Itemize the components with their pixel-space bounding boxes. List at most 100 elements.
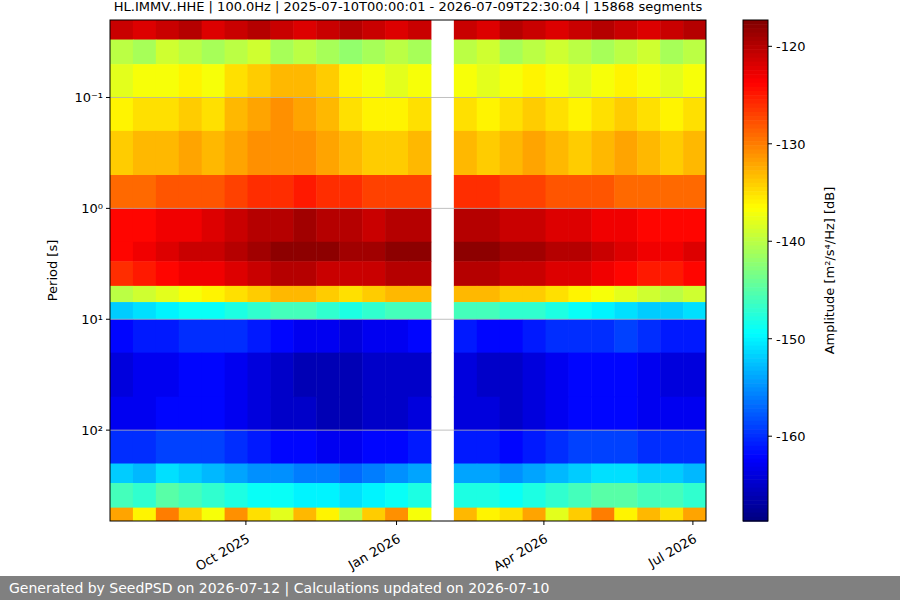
cell <box>270 430 293 464</box>
colorbar-gradient <box>743 187 768 192</box>
cell <box>202 208 225 242</box>
cell <box>156 483 179 508</box>
cell <box>683 464 706 484</box>
cell <box>591 242 614 262</box>
colorbar-gradient <box>743 392 768 397</box>
cell <box>683 508 706 521</box>
colorbar-gradient <box>743 508 768 513</box>
colorbar-gradient <box>743 262 768 267</box>
y-tick <box>106 97 110 98</box>
cell <box>362 353 385 398</box>
cell <box>454 286 477 303</box>
colorbar-gradient <box>743 66 768 71</box>
cell <box>614 208 637 242</box>
cell <box>408 353 431 398</box>
cell <box>179 97 202 131</box>
cell <box>454 261 477 286</box>
cell <box>202 64 225 98</box>
cell <box>591 319 614 353</box>
colorbar-gradient <box>743 417 768 422</box>
cell <box>202 353 225 398</box>
cell <box>110 40 133 65</box>
cell <box>546 397 569 431</box>
cell <box>362 319 385 353</box>
colorbar-gradient <box>743 133 768 138</box>
cell <box>362 64 385 98</box>
cell <box>293 64 316 98</box>
cell <box>225 20 248 40</box>
cell <box>133 208 156 242</box>
colorbar-gradient <box>743 45 768 50</box>
cell <box>362 40 385 65</box>
cell <box>614 40 637 65</box>
colorbar-gradient <box>743 458 768 463</box>
cell <box>408 175 431 209</box>
colorbar-gradient <box>743 24 768 29</box>
cell <box>133 97 156 131</box>
colorbar-gradient <box>743 99 768 104</box>
cell <box>408 261 431 286</box>
colorbar-gradient <box>743 337 768 342</box>
cell <box>248 40 271 65</box>
cell <box>477 286 500 303</box>
cell <box>316 175 339 209</box>
cell <box>523 319 546 353</box>
cell <box>133 430 156 464</box>
cell <box>339 319 362 353</box>
colorbar-gradient <box>743 446 768 451</box>
cell <box>179 319 202 353</box>
cell <box>637 261 660 286</box>
cell <box>408 508 431 521</box>
cell <box>339 97 362 131</box>
cell <box>454 397 477 431</box>
colorbar-gradient <box>743 321 768 326</box>
y-tick-label: 10¹ <box>81 312 103 327</box>
cell <box>683 242 706 262</box>
colorbar-gradient <box>743 275 768 280</box>
colorbar-gradient <box>743 312 768 317</box>
cell <box>591 261 614 286</box>
cell <box>248 319 271 353</box>
cell <box>385 430 408 464</box>
colorbar-gradient <box>743 245 768 250</box>
colorbar-gradient <box>743 195 768 200</box>
colorbar-gradient <box>743 95 768 100</box>
cell <box>362 175 385 209</box>
cells <box>110 20 706 521</box>
cell <box>568 261 591 286</box>
cell <box>202 40 225 65</box>
cell <box>660 242 683 262</box>
cell <box>546 319 569 353</box>
cell <box>523 464 546 484</box>
cell <box>546 131 569 176</box>
cell <box>110 464 133 484</box>
grid-line <box>110 97 706 98</box>
colorbar-gradient <box>743 354 768 359</box>
cell <box>385 302 408 320</box>
cell <box>454 464 477 484</box>
cell <box>385 20 408 40</box>
cell <box>316 261 339 286</box>
cell <box>454 97 477 131</box>
cell <box>408 20 431 40</box>
cell <box>110 175 133 209</box>
cell <box>523 508 546 521</box>
cell <box>270 397 293 431</box>
cell <box>385 508 408 521</box>
cell <box>339 175 362 209</box>
x-tick <box>543 521 544 525</box>
colorbar-tick-label: -140 <box>776 234 806 249</box>
cell <box>683 483 706 508</box>
cell <box>568 353 591 398</box>
cell <box>362 508 385 521</box>
cell <box>568 208 591 242</box>
colorbar-gradient <box>743 41 768 46</box>
cell <box>477 20 500 40</box>
cell <box>683 175 706 209</box>
cell <box>637 302 660 320</box>
cell <box>270 483 293 508</box>
colorbar-tick-label: -160 <box>776 429 806 444</box>
cell <box>591 208 614 242</box>
cell <box>591 302 614 320</box>
cell <box>133 40 156 65</box>
